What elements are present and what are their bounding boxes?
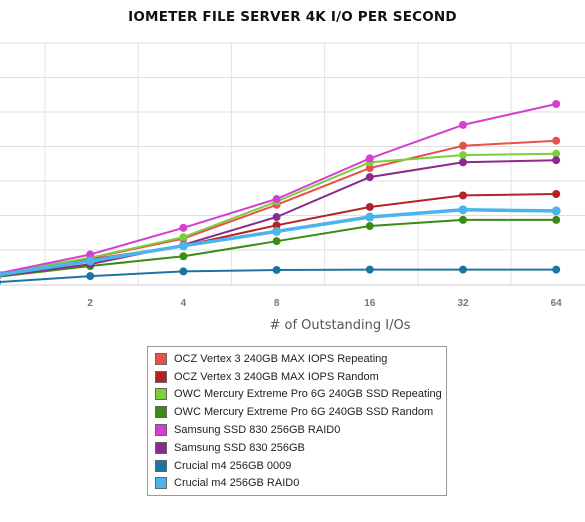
series-4 <box>0 100 561 277</box>
legend-label: Crucial m4 256GB 0009 <box>174 459 292 472</box>
x-axis-label: # of Outstanding I/Os <box>269 318 411 333</box>
data-point <box>365 154 374 163</box>
data-point <box>86 272 95 281</box>
x-tick-labels: 2 4 8 16 32 64 <box>87 298 562 309</box>
legend-swatch <box>155 477 167 490</box>
data-point <box>552 136 561 145</box>
data-point <box>179 223 188 232</box>
series-2 <box>0 149 561 277</box>
data-point <box>272 195 281 204</box>
x-tick-label: 16 <box>364 298 376 309</box>
data-point <box>552 265 561 274</box>
data-point <box>552 156 561 165</box>
data-point <box>552 149 561 158</box>
legend-item: Samsung SSD 830 256GB <box>148 439 446 457</box>
series-line <box>0 103 557 275</box>
series-7 <box>0 205 561 279</box>
data-point <box>0 279 1 285</box>
data-point <box>459 265 467 274</box>
legend-label: OWC Mercury Extreme Pro 6G 240GB SSD Ran… <box>174 406 434 419</box>
grid-lines <box>0 42 585 286</box>
legend-label: Samsung SSD 830 256GB <box>174 441 305 454</box>
data-point <box>459 158 467 167</box>
data-point <box>272 213 281 222</box>
legend-item: Crucial m4 256GB 0009 <box>148 457 446 475</box>
legend-swatch <box>155 459 167 472</box>
legend-item: OWC Mercury Extreme Pro 6G 240GB SSD Rep… <box>148 386 446 404</box>
data-point <box>179 267 188 276</box>
data-point <box>365 173 374 182</box>
data-point <box>551 206 561 216</box>
data-point <box>179 252 188 261</box>
data-point <box>272 221 281 230</box>
data-point <box>272 237 281 246</box>
data-point <box>459 120 467 129</box>
data-point <box>365 222 374 231</box>
data-point <box>459 191 467 200</box>
data-point <box>459 215 467 224</box>
x-tick-label: 8 <box>274 298 280 309</box>
legend-item: OWC Mercury Extreme Pro 6G 240GB SSD Ran… <box>148 403 446 421</box>
legend-label: OCZ Vertex 3 240GB MAX IOPS Random <box>174 370 379 383</box>
series-lines <box>0 100 561 285</box>
data-point <box>272 265 281 274</box>
data-point <box>459 151 467 160</box>
data-point <box>85 256 95 266</box>
data-point <box>365 202 374 211</box>
data-point <box>365 164 374 173</box>
data-point <box>459 141 467 150</box>
legend-item: OCZ Vertex 3 240GB MAX IOPS Random <box>148 368 446 386</box>
data-point <box>0 271 2 279</box>
data-point <box>272 226 282 236</box>
legend-swatch <box>155 441 167 454</box>
legend-swatch <box>155 352 167 365</box>
legend: OCZ Vertex 3 240GB MAX IOPS Repeating OCZ… <box>147 346 447 496</box>
x-tick-label: 2 <box>87 298 93 309</box>
legend-label: OWC Mercury Extreme Pro 6G 240GB SSD Rep… <box>174 388 442 401</box>
data-point <box>552 215 561 224</box>
legend-swatch <box>155 424 167 437</box>
data-point <box>86 250 95 259</box>
legend-label: OCZ Vertex 3 240GB MAX IOPS Repeating <box>174 352 388 365</box>
data-point <box>552 190 561 198</box>
legend-item: OCZ Vertex 3 240GB MAX IOPS Repeating <box>148 350 446 368</box>
data-point <box>178 241 188 251</box>
data-point <box>365 212 375 222</box>
legend-item: Samsung SSD 830 256GB RAID0 <box>148 421 446 439</box>
chart-title: IOMETER FILE SERVER 4K I/O PER SECOND <box>128 9 457 25</box>
legend-label: Crucial m4 256GB RAID0 <box>174 477 300 490</box>
series-6 <box>0 265 561 285</box>
legend-item: Crucial m4 256GB RAID0 <box>148 475 446 493</box>
x-tick-label: 32 <box>457 298 469 309</box>
legend-swatch <box>155 406 167 419</box>
data-point <box>365 265 374 274</box>
legend-swatch <box>155 388 167 401</box>
data-point <box>458 205 468 215</box>
legend-swatch <box>155 370 167 383</box>
x-tick-label: 4 <box>181 298 187 309</box>
legend-label: Samsung SSD 830 256GB RAID0 <box>174 424 341 437</box>
data-point <box>552 100 561 108</box>
x-tick-label: 64 <box>551 298 563 309</box>
data-point <box>179 233 188 242</box>
